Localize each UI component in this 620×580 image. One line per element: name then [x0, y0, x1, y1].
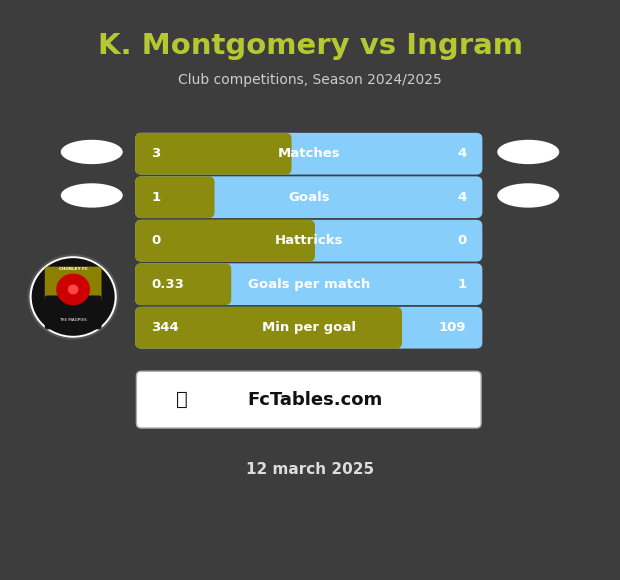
Text: ⏸: ⏸ — [176, 390, 187, 409]
Text: Min per goal: Min per goal — [262, 321, 356, 334]
Ellipse shape — [497, 140, 559, 164]
Text: 0: 0 — [151, 234, 161, 247]
FancyBboxPatch shape — [135, 133, 482, 175]
Text: 12 march 2025: 12 march 2025 — [246, 462, 374, 477]
Circle shape — [32, 258, 115, 336]
Text: 1: 1 — [457, 278, 466, 291]
Text: Goals: Goals — [288, 191, 330, 204]
Text: 109: 109 — [439, 321, 466, 334]
Circle shape — [29, 255, 118, 339]
Text: 4: 4 — [457, 147, 466, 160]
Text: 344: 344 — [151, 321, 179, 334]
Circle shape — [68, 284, 79, 295]
Text: 1: 1 — [151, 191, 161, 204]
Text: THE MAGPIES: THE MAGPIES — [60, 318, 87, 322]
Text: FcTables.com: FcTables.com — [248, 390, 383, 409]
FancyBboxPatch shape — [135, 220, 315, 262]
FancyBboxPatch shape — [45, 295, 102, 329]
FancyBboxPatch shape — [135, 263, 231, 305]
Text: Club competitions, Season 2024/2025: Club competitions, Season 2024/2025 — [178, 73, 442, 87]
FancyBboxPatch shape — [135, 176, 482, 218]
Ellipse shape — [497, 183, 559, 208]
Text: 3: 3 — [151, 147, 161, 160]
Ellipse shape — [61, 183, 123, 208]
Text: Matches: Matches — [277, 147, 340, 160]
Ellipse shape — [61, 140, 123, 164]
Text: 4: 4 — [457, 191, 466, 204]
Text: K. Montgomery vs Ingram: K. Montgomery vs Ingram — [97, 32, 523, 60]
Circle shape — [56, 274, 90, 305]
Text: 0.33: 0.33 — [151, 278, 184, 291]
Text: Hattricks: Hattricks — [275, 234, 343, 247]
FancyBboxPatch shape — [135, 220, 482, 262]
FancyBboxPatch shape — [136, 371, 481, 428]
FancyBboxPatch shape — [135, 133, 291, 175]
Text: 0: 0 — [457, 234, 466, 247]
Text: Goals per match: Goals per match — [247, 278, 370, 291]
FancyBboxPatch shape — [135, 307, 482, 349]
FancyBboxPatch shape — [45, 267, 102, 302]
Text: CHORLEY FC: CHORLEY FC — [59, 267, 87, 270]
FancyBboxPatch shape — [135, 176, 215, 218]
FancyBboxPatch shape — [135, 263, 482, 305]
FancyBboxPatch shape — [135, 307, 402, 349]
